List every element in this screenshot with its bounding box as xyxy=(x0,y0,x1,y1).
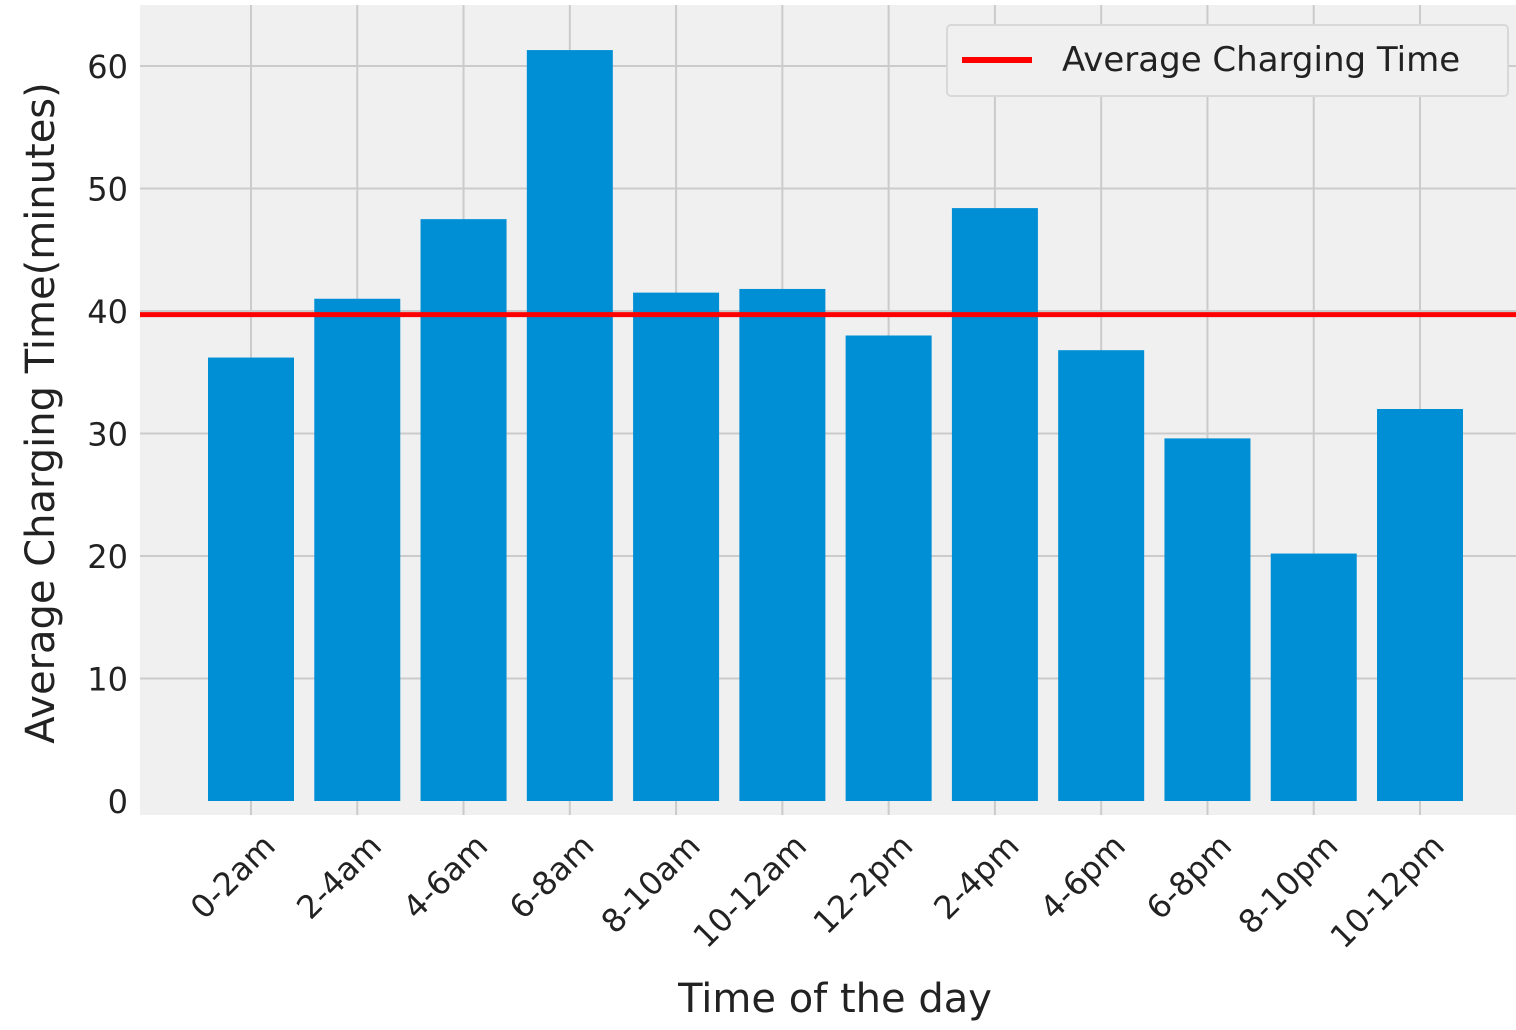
x-tick-label: 4-6pm xyxy=(1033,827,1133,927)
y-axis-label: Average Charging Time(minutes) xyxy=(18,82,64,743)
bar-6-8am xyxy=(526,50,613,801)
x-axis-label: Time of the day xyxy=(677,976,992,1022)
bar-6-8pm xyxy=(1164,438,1251,801)
bar-10-12pm xyxy=(1377,409,1463,801)
y-tick-label: 50 xyxy=(87,171,128,209)
x-tick-label: 10-12am xyxy=(685,827,814,956)
bar-8-10am xyxy=(633,292,720,801)
legend: Average Charging Time xyxy=(946,24,1509,97)
y-tick-label: 30 xyxy=(87,416,128,454)
x-tick-label: 2-4pm xyxy=(926,827,1026,927)
x-tick-label: 6-8pm xyxy=(1139,827,1239,927)
x-tick-label: 10-12pm xyxy=(1323,827,1452,956)
x-tick-label: 0-2am xyxy=(183,827,283,927)
x-tick-label: 4-6am xyxy=(395,827,495,927)
y-tick-label: 60 xyxy=(87,48,128,86)
x-tick-label: 12-2pm xyxy=(806,827,921,942)
y-tick-label: 10 xyxy=(87,661,128,699)
bar-8-10pm xyxy=(1270,553,1357,801)
bar-4-6am xyxy=(420,219,507,801)
bars xyxy=(208,50,1463,802)
bar-4-6pm xyxy=(1058,350,1145,801)
legend-box xyxy=(946,24,1509,97)
bar-12-2pm xyxy=(845,335,932,801)
bar-2-4pm xyxy=(951,208,1038,802)
bar-10-12am xyxy=(739,288,826,801)
y-tick-label: 40 xyxy=(87,293,128,331)
legend-label: Average Charging Time xyxy=(1062,40,1460,80)
x-tick-label: 2-4am xyxy=(289,827,389,927)
bar-2-4am xyxy=(314,298,401,801)
bar-0-2am xyxy=(208,357,294,801)
x-tick-label: 6-8am xyxy=(502,827,602,927)
y-tick-label: 20 xyxy=(87,538,128,576)
y-axis-ticks: 0 10 20 30 40 50 60 xyxy=(87,48,128,821)
y-tick-label: 0 xyxy=(108,783,128,821)
